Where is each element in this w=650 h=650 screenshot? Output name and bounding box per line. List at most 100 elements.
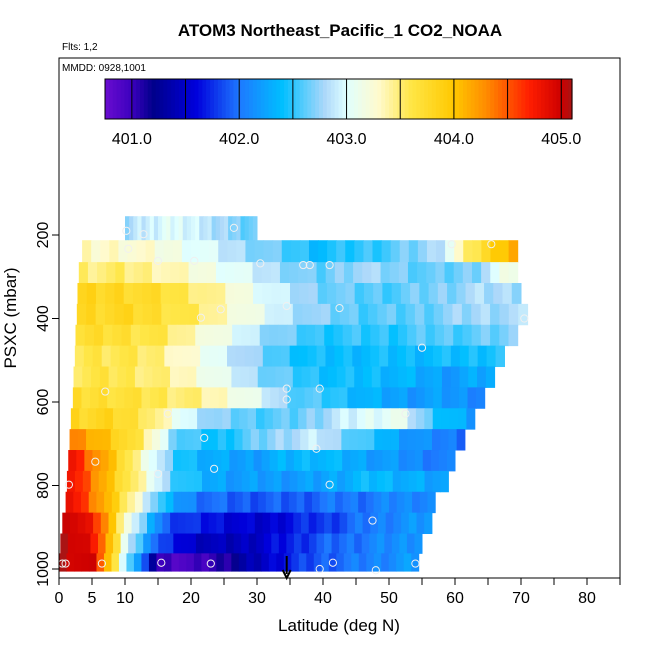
heatmap-cell [381, 387, 391, 409]
heatmap-cell [268, 324, 279, 347]
colorbar-segment [284, 79, 289, 119]
heatmap-cell [218, 345, 228, 368]
heatmap-cell [184, 429, 194, 451]
colorbar-segment [431, 79, 437, 119]
heatmap-cell [172, 240, 183, 263]
heatmap-cell [217, 470, 227, 493]
heatmap-cell [289, 262, 299, 284]
heatmap-cell [354, 366, 364, 388]
heatmap-cell [158, 216, 163, 241]
heatmap-cell [225, 470, 235, 493]
heatmap-cell [169, 283, 180, 305]
colorbar-segment [568, 79, 573, 119]
heatmap-cell [381, 553, 390, 572]
heatmap-cell [396, 553, 405, 572]
heatmap-cell [237, 450, 247, 472]
heatmap-cell [481, 262, 491, 284]
heatmap-cell [283, 553, 292, 572]
heatmap-cell [173, 491, 182, 514]
heatmap-cell [171, 408, 181, 430]
measurement-point [216, 305, 225, 314]
heatmap-cell [74, 470, 84, 493]
colorbar-tick-label: 402.0 [219, 131, 259, 148]
heatmap-cell [324, 533, 333, 554]
heatmap-cell [151, 283, 162, 305]
heatmap-cell [321, 387, 331, 409]
heatmap-cell [142, 262, 153, 284]
heatmap-cell [392, 470, 402, 493]
heatmap-cell [361, 533, 370, 554]
heatmap-cell [128, 533, 137, 554]
heatmap-cell [250, 429, 260, 451]
heatmap-cell [90, 387, 100, 409]
heatmap-cell [141, 553, 150, 572]
colorbar-segment [373, 79, 379, 119]
colorbar-segment [198, 79, 203, 119]
heatmap-cell [167, 387, 177, 409]
heatmap-cell [203, 216, 208, 241]
heatmap-cell [443, 303, 453, 326]
heatmap-cell [133, 553, 142, 572]
colorbar-segment [357, 79, 363, 119]
measurement-point [487, 240, 496, 249]
heatmap-cell [222, 366, 232, 388]
heatmap-cell [499, 303, 510, 326]
x-axis-title: Latitude (deg N) [278, 616, 400, 635]
colorbar-segment [521, 79, 526, 119]
heatmap-cell [256, 533, 265, 554]
heatmap-cell [400, 283, 411, 305]
heatmap-cell [278, 533, 287, 554]
heatmap-cell [192, 387, 203, 409]
heatmap-cell [304, 387, 314, 409]
heatmap-cell [142, 303, 153, 326]
measurement-point [282, 384, 291, 393]
heatmap-cell [416, 512, 425, 535]
heatmap-cell [130, 324, 141, 347]
heatmap-cell [285, 450, 295, 472]
heatmap-cell [93, 512, 102, 535]
heatmap-cell [148, 553, 157, 572]
heatmap-cell [423, 345, 434, 368]
heatmap-cell [72, 387, 82, 409]
heatmap-cell [162, 216, 167, 241]
heatmap-cell [231, 553, 240, 572]
heatmap-cell [253, 345, 264, 368]
heatmap-cell [253, 387, 263, 409]
heatmap-cell [382, 283, 393, 305]
heatmap-cell [218, 533, 227, 554]
heatmap-cell [164, 345, 174, 368]
heatmap-cell [163, 408, 173, 430]
heatmap-cell [308, 283, 319, 305]
colorbar-tick-label: 403.0 [327, 131, 367, 148]
heatmap-cell [369, 533, 378, 554]
measurement-point [335, 303, 344, 313]
colorbar-segment [498, 79, 503, 119]
colorbar-segment [307, 79, 312, 119]
colorbar-segment [420, 79, 425, 119]
heatmap-cell [127, 491, 136, 514]
colorbar-segment [501, 79, 507, 119]
heatmap-cell [262, 512, 271, 535]
measurement-point [206, 559, 215, 568]
heatmap-cell [76, 303, 87, 326]
heatmap-cell [79, 408, 89, 430]
colorbar-segment [167, 79, 172, 119]
heatmap-cell [319, 366, 329, 388]
heatmap-cell [291, 553, 300, 572]
heatmap-cell [347, 512, 356, 535]
heatmap-cell [145, 216, 151, 241]
heatmap-cell [412, 491, 421, 514]
heatmap-cell [200, 345, 210, 368]
heatmap-cell [219, 491, 228, 514]
measurement-point [315, 384, 324, 393]
measurement-point [190, 256, 199, 265]
heatmap-cell [150, 387, 160, 409]
heatmap-cell [270, 387, 280, 409]
colorbar-segment [291, 79, 297, 119]
heatmap-cell [398, 366, 408, 388]
heatmap-cell [161, 303, 172, 326]
heatmap-cell [155, 408, 164, 430]
heatmap-cell [363, 240, 373, 263]
heatmap-cell [388, 324, 399, 347]
heatmap-cell [345, 283, 356, 305]
